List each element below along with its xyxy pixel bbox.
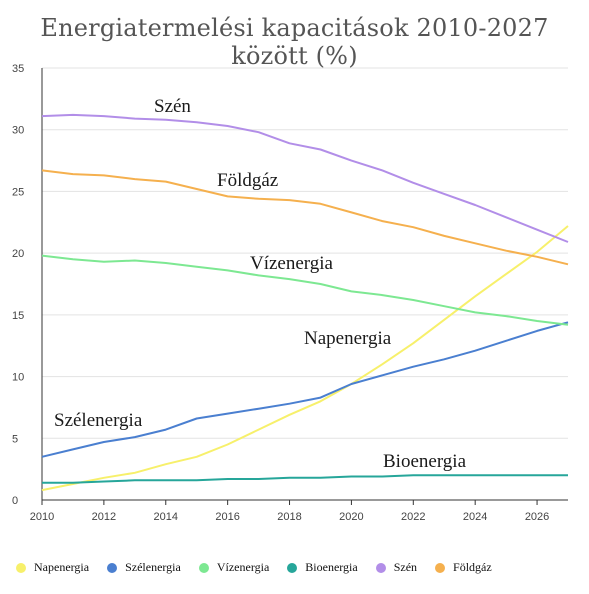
x-tick-label: 2018 (277, 511, 301, 523)
chart-title: Energiatermelési kapacitások 2010-2027 k… (40, 14, 549, 70)
annotation-label: Szén (154, 96, 191, 117)
x-tick-label: 2020 (339, 511, 363, 523)
annotation-label: Szélenergia (54, 410, 143, 431)
series-line-bioenergia (42, 474, 568, 484)
x-tick-label: 2024 (463, 511, 487, 523)
legend-label: Földgáz (453, 560, 492, 574)
x-tick-label: 2016 (215, 511, 239, 523)
legend-item[interactable]: Vízenergia (198, 560, 270, 575)
x-tick-label: 2010 (30, 511, 54, 523)
legend-label: Szélenergia (125, 560, 181, 574)
y-axis-ticks: 0 5 10 15 20 25 30 35 (12, 63, 24, 507)
legend: Napenergia Szélenergia Vízenergia Bioenergi… (16, 560, 510, 575)
series-line-vízenergia (41, 254, 569, 326)
legend-label: Vízenergia (216, 560, 270, 574)
y-tick-label: 30 (12, 125, 24, 137)
x-axis-ticks: 2010 2012 2014 2016 2018 2020 2022 2024 2026 (30, 500, 549, 523)
series-lines (41, 113, 569, 492)
series-line-földgáz (41, 169, 569, 266)
x-tick-label: 2014 (154, 511, 178, 523)
legend-swatch (198, 562, 209, 573)
legend-swatch (107, 562, 118, 573)
x-tick-label: 2022 (401, 511, 425, 523)
legend-item[interactable]: Szén (375, 560, 418, 575)
legend-item[interactable]: Bioenergia (287, 560, 358, 575)
series-line-szén (41, 113, 569, 243)
y-tick-label: 35 (12, 63, 24, 75)
series-annotations: Szén Földgáz Vízenergia Napenergia Szélenerg… (54, 96, 467, 472)
series-line-napenergia (41, 225, 569, 492)
legend-swatch (16, 562, 26, 573)
annotation-label: Bioenergia (383, 451, 467, 472)
axes (41, 68, 568, 501)
annotation-label: Földgáz (217, 170, 278, 191)
legend-item[interactable]: Napenergia (16, 560, 89, 575)
legend-swatch (287, 562, 298, 573)
y-tick-label: 5 (12, 433, 18, 445)
y-tick-label: 10 (12, 372, 24, 384)
annotation-label: Vízenergia (250, 253, 334, 274)
legend-item[interactable]: Szélenergia (107, 560, 181, 575)
y-tick-label: 0 (12, 495, 18, 507)
legend-label: Szén (393, 560, 418, 574)
series-line-szélenergia (41, 321, 569, 458)
legend-label: Bioenergia (305, 560, 358, 574)
legend-item[interactable]: Földgáz (435, 560, 492, 575)
legend-swatch (375, 562, 386, 573)
annotation-label: Napenergia (304, 328, 392, 349)
legend-label: Napenergia (34, 560, 90, 574)
x-tick-label: 2026 (525, 511, 549, 523)
y-tick-label: 20 (12, 248, 24, 260)
x-tick-label: 2012 (92, 511, 116, 523)
y-tick-label: 25 (12, 186, 24, 198)
legend-swatch (435, 562, 446, 573)
y-tick-label: 15 (12, 310, 24, 322)
